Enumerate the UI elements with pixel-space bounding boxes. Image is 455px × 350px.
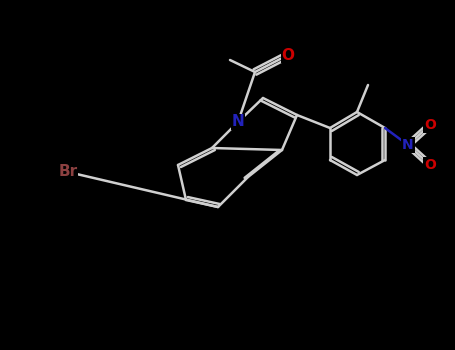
- Text: N: N: [232, 114, 244, 130]
- Text: Br: Br: [58, 164, 77, 180]
- Text: N: N: [402, 138, 414, 152]
- Text: O: O: [424, 158, 436, 172]
- Text: O: O: [424, 118, 436, 132]
- Text: O: O: [282, 48, 294, 63]
